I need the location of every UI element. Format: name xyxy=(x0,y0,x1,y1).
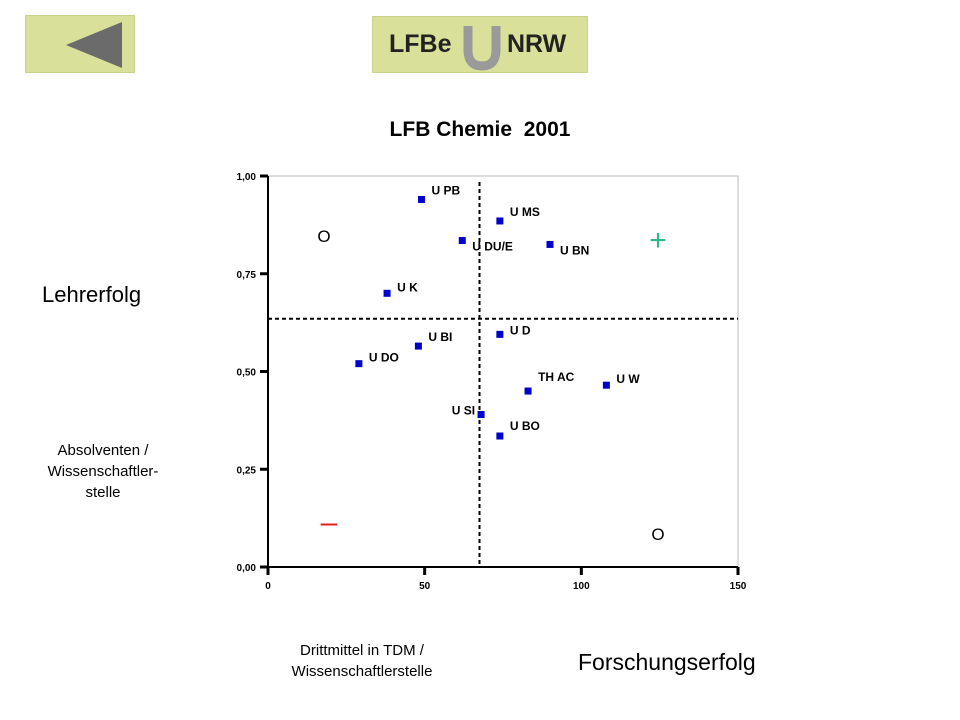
data-point-label: TH AC xyxy=(538,370,575,384)
quadrant-top-right-mark: + xyxy=(649,224,667,257)
y-tick-label: 0,75 xyxy=(237,270,257,281)
data-point xyxy=(458,237,466,245)
bottom-secondary-line: Wissenschaftlerstelle xyxy=(291,663,433,680)
bottom-secondary-line: Drittmittel in TDM / xyxy=(300,642,424,659)
data-point-label: U PB xyxy=(432,183,461,197)
data-point-label: U DO xyxy=(369,351,399,365)
data-point-label: U D xyxy=(510,323,531,337)
data-point-label: U BI xyxy=(428,330,452,344)
quadrant-top-left-mark: O xyxy=(317,227,330,246)
data-point xyxy=(414,342,422,350)
y-tick-label: 0,50 xyxy=(237,368,257,379)
data-point xyxy=(496,330,504,338)
left-secondary-line: stelle xyxy=(85,484,121,501)
data-point xyxy=(524,387,532,395)
data-point xyxy=(418,195,426,203)
chart-title: LFB Chemie 2001 xyxy=(389,118,571,141)
data-point xyxy=(546,240,554,248)
data-point xyxy=(477,411,485,419)
data-point-label: U SI xyxy=(452,404,475,418)
left-primary-label: Lehrerfolg xyxy=(42,282,142,307)
x-tick-label: 0 xyxy=(265,581,271,592)
logo-text-left: LFBe xyxy=(389,30,452,58)
x-tick-label: 100 xyxy=(573,581,590,592)
data-point xyxy=(383,289,391,297)
quadrant-bottom-right-mark: O xyxy=(651,525,664,544)
x-tick-label: 50 xyxy=(419,581,431,592)
bottom-secondary-label: Drittmittel in TDM / Wissenschaftlerstel… xyxy=(262,640,462,682)
back-button[interactable] xyxy=(25,15,135,73)
chart-marks: U PB U MS U DU/E U BN U K U D U BI U DO TH AC U W… xyxy=(355,183,640,440)
logo-text-right: NRW xyxy=(507,30,567,58)
data-point-label: U DU/E xyxy=(472,240,513,254)
left-secondary-label: Absolventen / Wissenschaftler- stelle xyxy=(30,440,176,503)
data-point-label: U K xyxy=(397,280,418,294)
data-point-label: U BN xyxy=(560,243,589,257)
lfbeu-nrw-logo[interactable]: LFBe NRW xyxy=(372,16,588,73)
left-secondary-line: Wissenschaftler- xyxy=(47,463,159,480)
data-point xyxy=(602,381,610,389)
data-point-label: U W xyxy=(616,372,640,386)
y-tick-label: 1,00 xyxy=(237,172,257,183)
left-secondary-line: Absolventen / xyxy=(57,442,149,459)
data-point-label: U MS xyxy=(510,205,540,219)
chart-axes: 0,00 0,25 0,50 0,75 1,00 0 50 100 150 xyxy=(237,172,747,592)
x-tick-label: 150 xyxy=(730,581,747,592)
quadrant-bottom-left-mark: – xyxy=(321,506,338,539)
back-arrow-icon xyxy=(66,22,122,68)
y-tick-label: 0,00 xyxy=(237,563,257,574)
data-point-label: U BO xyxy=(510,419,540,433)
data-point xyxy=(496,217,504,225)
plot-frame xyxy=(267,175,739,568)
bottom-primary-label: Forschungserfolg xyxy=(578,649,756,675)
data-point xyxy=(355,360,363,368)
u-letter-icon xyxy=(463,26,501,71)
data-point xyxy=(496,432,504,440)
y-tick-label: 0,25 xyxy=(237,465,257,476)
